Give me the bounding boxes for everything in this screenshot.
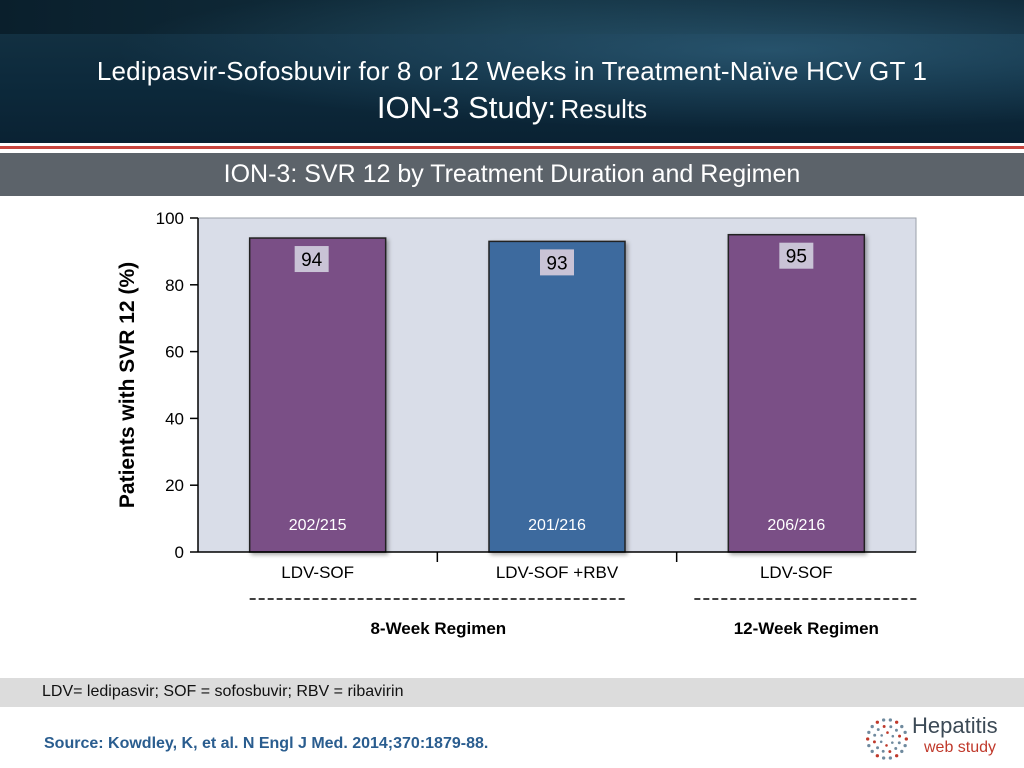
x-category-label: LDV-SOF [760, 563, 833, 582]
logo-dot [888, 756, 893, 760]
logo-dot [880, 734, 883, 737]
logo-dot [872, 740, 876, 744]
logo-dot [900, 749, 904, 754]
source-citation: Source: Kowdley, K, et al. N Engl J Med.… [44, 735, 489, 752]
bar [248, 237, 387, 553]
logo-dot [876, 746, 880, 750]
logo-dot [882, 724, 886, 728]
logo-dot [875, 754, 879, 758]
bar [488, 240, 626, 553]
logo-dot [867, 730, 871, 735]
header-glow [0, 0, 1024, 143]
logo-dot [889, 725, 893, 729]
x-category-label: LDV-SOF +RBV [496, 563, 619, 582]
study-results-label: Results [560, 94, 648, 124]
y-tick-label: 100 [156, 209, 184, 228]
logo-dot [900, 724, 904, 729]
logo-dot [894, 746, 898, 750]
group-label: 8-Week Regimen [370, 619, 506, 638]
logo-dot [876, 728, 880, 732]
group-label: 12-Week Regimen [734, 619, 879, 638]
slide-title: Ledipasvir-Sofosbuvir for 8 or 12 Weeks … [96, 56, 928, 86]
logo-dot [885, 744, 888, 747]
logo-dot [897, 741, 901, 745]
subtitle-band [0, 153, 1024, 196]
bar-value-label: 94 [301, 250, 323, 271]
abbreviations-footnote: LDV= ledipasvir; SOF = sofosbuvir; RBV =… [42, 683, 404, 700]
logo-dot [891, 741, 894, 744]
accent-divider [0, 146, 1024, 149]
logo-dot [886, 731, 889, 734]
y-axis-label: Patients with SVR 12 (%) [116, 262, 139, 508]
study-name: ION-3 Study: [376, 90, 557, 125]
logo-dot [904, 737, 908, 741]
bar-count-label: 202/215 [289, 517, 347, 534]
logo-dot [888, 750, 892, 754]
logo-dot [888, 718, 893, 722]
slide-title-line2: ION-3 Study: Results [0, 90, 1024, 126]
logo-dot [895, 720, 899, 724]
logo-dot [881, 718, 886, 722]
logo-dot [903, 743, 907, 748]
bar-value-box [540, 249, 574, 276]
chart-subtitle: ION-3: SVR 12 by Treatment Duration and … [223, 160, 801, 188]
logo-word-hepatitis: Hepatitis [912, 713, 998, 738]
logo-dot [903, 730, 907, 735]
footnote-band [0, 678, 1024, 707]
bar-value-box [779, 242, 814, 269]
logo-dot [873, 733, 877, 737]
y-tick-label: 60 [165, 343, 184, 362]
logo-dot [879, 740, 883, 744]
logo-dot [881, 749, 885, 753]
dotted-circle-logo-icon [866, 718, 908, 760]
bar-count-label: 206/216 [767, 517, 825, 534]
header-top-band [0, 0, 1024, 34]
logo-dot [870, 749, 874, 754]
bar-value-box [294, 246, 329, 273]
bar-value-label: 95 [786, 247, 807, 268]
logo-dot [867, 743, 871, 748]
logo-dot [891, 734, 895, 738]
logo-dot [898, 734, 902, 738]
svr-bar-chart: 94 202/215 93 201/216 95 206/216 0 20 40 60 80 100… [116, 209, 919, 638]
bar [727, 233, 866, 553]
y-tick-label: 20 [165, 476, 184, 495]
logo-dot [875, 720, 879, 724]
logo-dot [894, 728, 898, 732]
bar-value-label: 93 [546, 253, 567, 274]
logo-dot [870, 724, 874, 729]
logo-dot [881, 756, 886, 760]
logo-dot [866, 737, 870, 741]
logo-dot [895, 754, 899, 758]
bar-count-label: 201/216 [528, 517, 586, 534]
x-category-label: LDV-SOF [281, 563, 354, 582]
y-tick-label: 80 [165, 276, 184, 295]
logo-word-web-study: web study [924, 739, 997, 756]
slide-header [0, 0, 1024, 143]
y-tick-label: 0 [175, 543, 184, 562]
y-tick-label: 40 [165, 409, 184, 428]
